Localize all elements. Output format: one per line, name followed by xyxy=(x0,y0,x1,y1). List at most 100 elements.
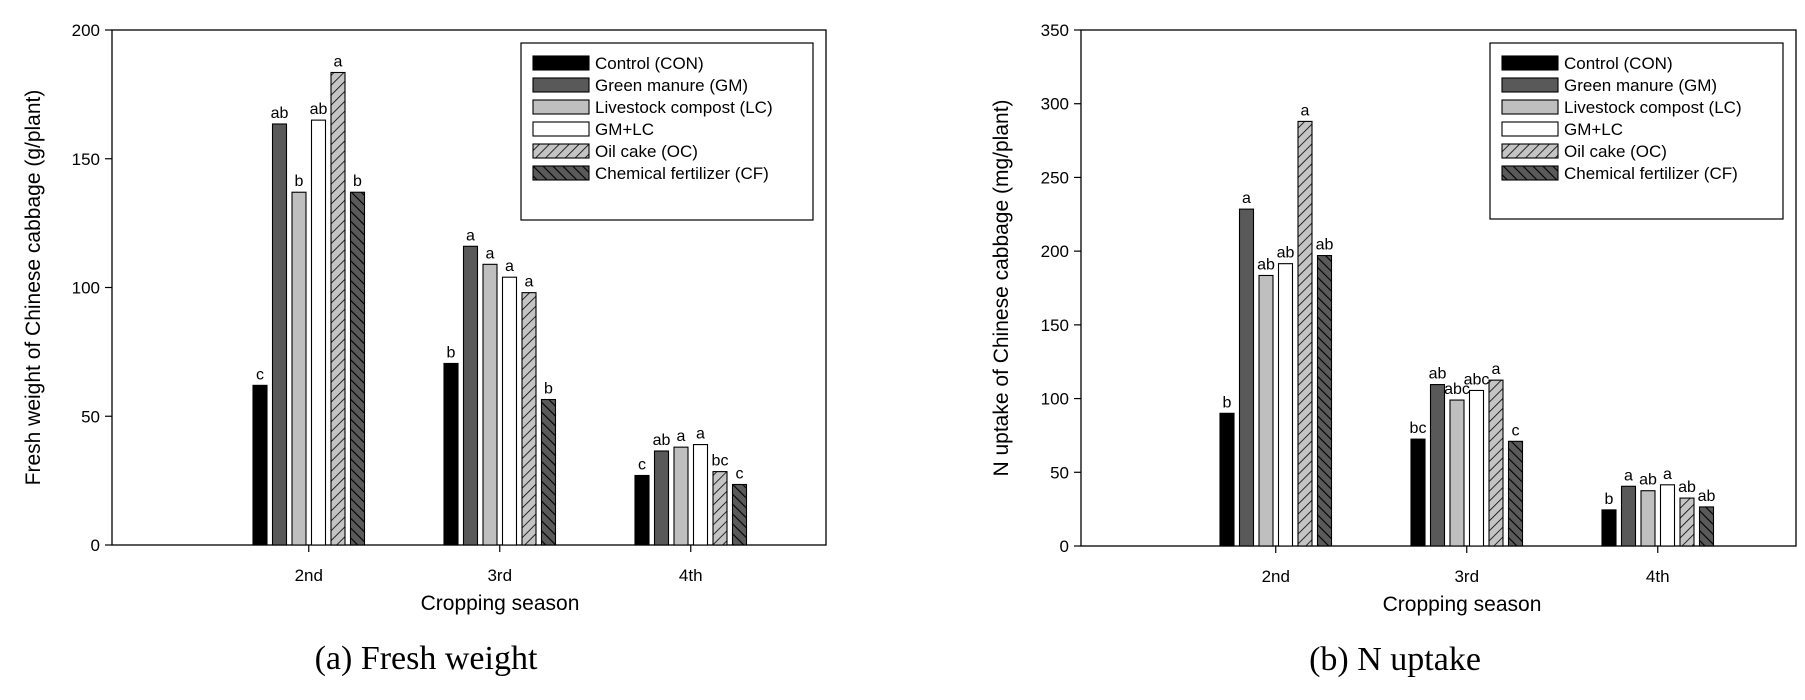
y-tick-label: 50 xyxy=(81,407,100,426)
y-tick-label: 200 xyxy=(1041,242,1069,261)
significance-label: b xyxy=(447,344,456,361)
y-tick-label: 150 xyxy=(1041,316,1069,335)
y-tick-label: 0 xyxy=(91,536,100,555)
bar-oc-4th xyxy=(712,471,728,546)
significance-label: b xyxy=(353,173,362,190)
x-axis: 2nd 3rd 4th xyxy=(295,545,703,585)
y-tick-label: 250 xyxy=(1041,168,1069,187)
legend-label: Green manure (GM) xyxy=(595,76,748,95)
bar-con-3rd xyxy=(1410,438,1426,547)
legend-swatch-cf xyxy=(1501,165,1559,181)
significance-label: a xyxy=(1492,361,1501,378)
y-tick-label: 100 xyxy=(72,279,100,298)
bar-cf-3rd xyxy=(540,398,557,546)
bar-oc-3rd xyxy=(521,292,537,546)
significance-label: a xyxy=(1663,466,1672,483)
significance-label: a xyxy=(1301,102,1310,119)
legend-label: Control (CON) xyxy=(1564,54,1673,73)
significance-label: a xyxy=(334,53,343,70)
legend-label: Oil cake (OC) xyxy=(595,142,698,161)
y-axis: 0 50 100 150 200 250 300 350 xyxy=(1041,21,1081,556)
significance-label: a xyxy=(1242,190,1251,207)
bar-con-2nd xyxy=(1219,412,1235,547)
y-tick-label: 200 xyxy=(72,21,100,40)
legend-swatch-con xyxy=(1501,55,1559,71)
legend-label: Green manure (GM) xyxy=(1564,76,1717,95)
bar-cf-2nd xyxy=(349,191,366,546)
bar-con-3rd xyxy=(443,362,459,546)
significance-label: ab xyxy=(1429,366,1447,383)
legend-swatch-cf xyxy=(532,165,590,181)
y-tick-label: 300 xyxy=(1041,95,1069,114)
significance-label: a xyxy=(486,245,495,262)
y-tick-label: 150 xyxy=(72,150,100,169)
significance-label: bc xyxy=(1410,420,1427,437)
legend-label: GM+LC xyxy=(595,120,654,139)
significance-label: b xyxy=(1223,394,1232,411)
significance-label: ab xyxy=(271,105,289,122)
significance-label: a xyxy=(1624,467,1633,484)
bar-lc-2nd xyxy=(1258,274,1274,547)
panel-caption: (a) Fresh weight xyxy=(315,640,538,677)
x-tick-label: 3rd xyxy=(487,566,512,585)
bar-lc-4th xyxy=(1640,490,1656,547)
bar-gmlc-3rd xyxy=(1468,389,1485,547)
significance-label: bc xyxy=(712,453,729,470)
legend-label: GM+LC xyxy=(1564,120,1623,139)
significance-label: a xyxy=(677,428,686,445)
bar-gmlc-3rd xyxy=(501,276,518,546)
bar-oc-2nd xyxy=(330,71,346,546)
bar-gm-2nd xyxy=(271,123,288,546)
legend: Control (CON) Green manure (GM) Livestock … xyxy=(520,42,814,221)
legend-swatch-oc xyxy=(1501,143,1559,159)
legend-swatch-gmlc xyxy=(532,121,590,137)
bar-gm-4th xyxy=(1620,485,1637,547)
bar-gmlc-2nd xyxy=(310,119,327,546)
bar-cf-3rd xyxy=(1507,440,1524,547)
x-axis: 2nd 3rd 4th xyxy=(1262,546,1670,586)
significance-label: ab xyxy=(653,432,671,449)
y-axis-title: Fresh weight of Chinese cabbage (g/plant… xyxy=(22,90,45,486)
x-axis-title: Cropping season xyxy=(421,592,580,615)
legend-swatch-gm xyxy=(1501,77,1559,93)
x-tick-label: 2nd xyxy=(295,566,323,585)
y-tick-label: 50 xyxy=(1050,463,1069,482)
significance-label: b xyxy=(1605,491,1614,508)
significance-label: c xyxy=(736,465,744,482)
significance-label: a xyxy=(525,274,534,291)
y-tick-label: 0 xyxy=(1060,537,1069,556)
y-tick-label: 100 xyxy=(1041,390,1069,409)
x-tick-label: 4th xyxy=(1646,567,1670,586)
bar-con-2nd xyxy=(252,384,268,546)
bar-oc-4th xyxy=(1679,497,1695,547)
significance-label: ab xyxy=(1639,472,1657,489)
significance-label: c xyxy=(638,456,646,473)
significance-label: a xyxy=(696,426,705,443)
significance-label: b xyxy=(295,173,304,190)
bar-gmlc-2nd xyxy=(1277,263,1294,547)
legend-label: Livestock compost (LC) xyxy=(595,98,773,117)
x-axis-title: Cropping season xyxy=(1383,593,1542,616)
bar-lc-3rd xyxy=(1449,399,1465,547)
bar-oc-2nd xyxy=(1297,120,1313,547)
legend-label: Chemical fertilizer (CF) xyxy=(595,164,769,183)
bar-con-4th xyxy=(634,474,650,546)
x-tick-label: 2nd xyxy=(1262,567,1290,586)
y-tick-label: 350 xyxy=(1041,21,1069,40)
legend-swatch-gm xyxy=(532,77,590,93)
significance-label: ab xyxy=(310,101,328,118)
bar-oc-3rd xyxy=(1488,379,1504,547)
legend-swatch-lc xyxy=(532,99,590,115)
bar-cf-4th xyxy=(1698,506,1715,547)
significance-label: ab xyxy=(1316,237,1334,254)
bar-gm-3rd xyxy=(462,245,479,546)
legend-swatch-gmlc xyxy=(1501,121,1559,137)
significance-label: ab xyxy=(1698,488,1716,505)
x-tick-label: 4th xyxy=(679,566,703,585)
bar-gm-4th xyxy=(653,450,670,546)
bar-lc-2nd xyxy=(291,191,307,546)
